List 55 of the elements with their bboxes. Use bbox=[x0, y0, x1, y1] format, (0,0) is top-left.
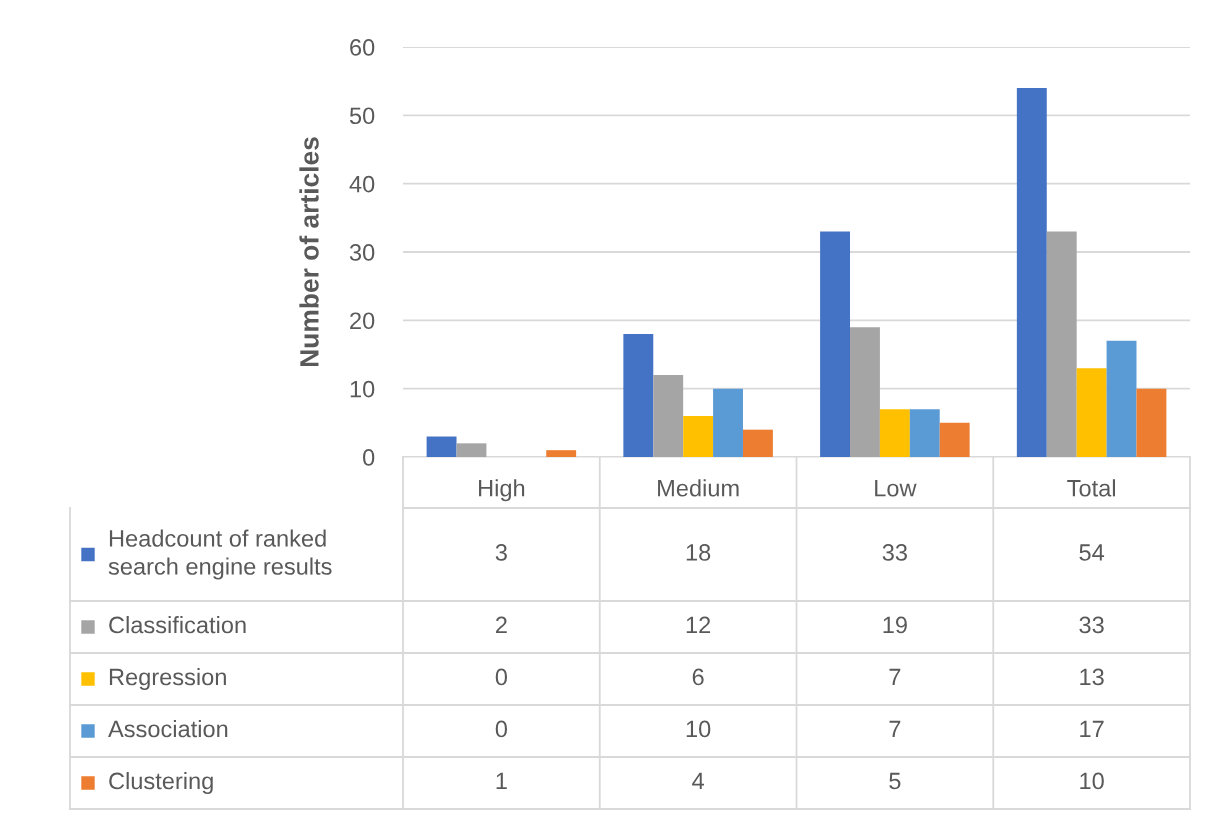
y-tick-label: 30 bbox=[349, 244, 375, 261]
data-label: 5 bbox=[889, 772, 901, 790]
data-label: 10 bbox=[686, 720, 711, 738]
data-label: 3 bbox=[495, 544, 507, 561]
x-tick-label: Low bbox=[875, 480, 917, 497]
x-tick-label: High bbox=[479, 479, 525, 502]
bar bbox=[653, 375, 684, 457]
data-label: 0 bbox=[495, 668, 508, 686]
bar bbox=[879, 409, 910, 457]
data-label: 0 bbox=[495, 720, 508, 738]
bar bbox=[742, 429, 773, 457]
data-label: 18 bbox=[686, 544, 711, 561]
data-label: 54 bbox=[1079, 544, 1105, 561]
data-label: 7 bbox=[889, 668, 901, 686]
bar bbox=[909, 409, 940, 457]
bar bbox=[1046, 231, 1077, 457]
y-tick-label: 50 bbox=[349, 107, 375, 125]
legend-label: Classification bbox=[109, 615, 246, 634]
data-label: 13 bbox=[1080, 668, 1104, 686]
y-tick-label: 10 bbox=[350, 380, 375, 398]
data-label: 6 bbox=[692, 668, 704, 686]
data-label: 17 bbox=[1080, 720, 1104, 738]
data-label: 19 bbox=[883, 616, 907, 634]
x-tick-label: Total bbox=[1067, 479, 1115, 497]
y-tick-label: 40 bbox=[349, 175, 375, 193]
data-label: 33 bbox=[882, 544, 907, 561]
bar bbox=[1016, 88, 1047, 457]
bar bbox=[850, 327, 880, 457]
bar bbox=[546, 450, 577, 457]
bar bbox=[1136, 388, 1167, 457]
data-label: 1 bbox=[496, 772, 507, 790]
data-label: 33 bbox=[1079, 616, 1104, 634]
legend-label: Clustering bbox=[109, 771, 213, 795]
bar bbox=[1106, 340, 1137, 457]
y-axis-title: Number of articles bbox=[299, 137, 319, 367]
bar bbox=[426, 436, 457, 457]
data-label: 10 bbox=[1080, 772, 1104, 790]
legend-label: Headcount of ranked search engine results bbox=[108, 529, 332, 580]
bar bbox=[456, 443, 487, 457]
bar bbox=[939, 422, 970, 457]
data-label: 2 bbox=[496, 616, 507, 634]
bar bbox=[713, 388, 743, 457]
y-tick-label: 20 bbox=[350, 312, 375, 330]
data-label: 12 bbox=[686, 616, 711, 634]
bar bbox=[1076, 368, 1107, 457]
x-tick-label: Medium bbox=[658, 479, 739, 497]
y-tick-label: 60 bbox=[350, 39, 375, 56]
bar bbox=[623, 334, 654, 457]
y-tick-label: 0 bbox=[363, 449, 375, 466]
legend-label: Association bbox=[108, 719, 228, 738]
bar bbox=[683, 416, 714, 457]
data-label: 7 bbox=[889, 720, 901, 738]
bar bbox=[820, 231, 851, 457]
data-label: 4 bbox=[692, 772, 704, 790]
legend-label: Regression bbox=[109, 667, 226, 691]
